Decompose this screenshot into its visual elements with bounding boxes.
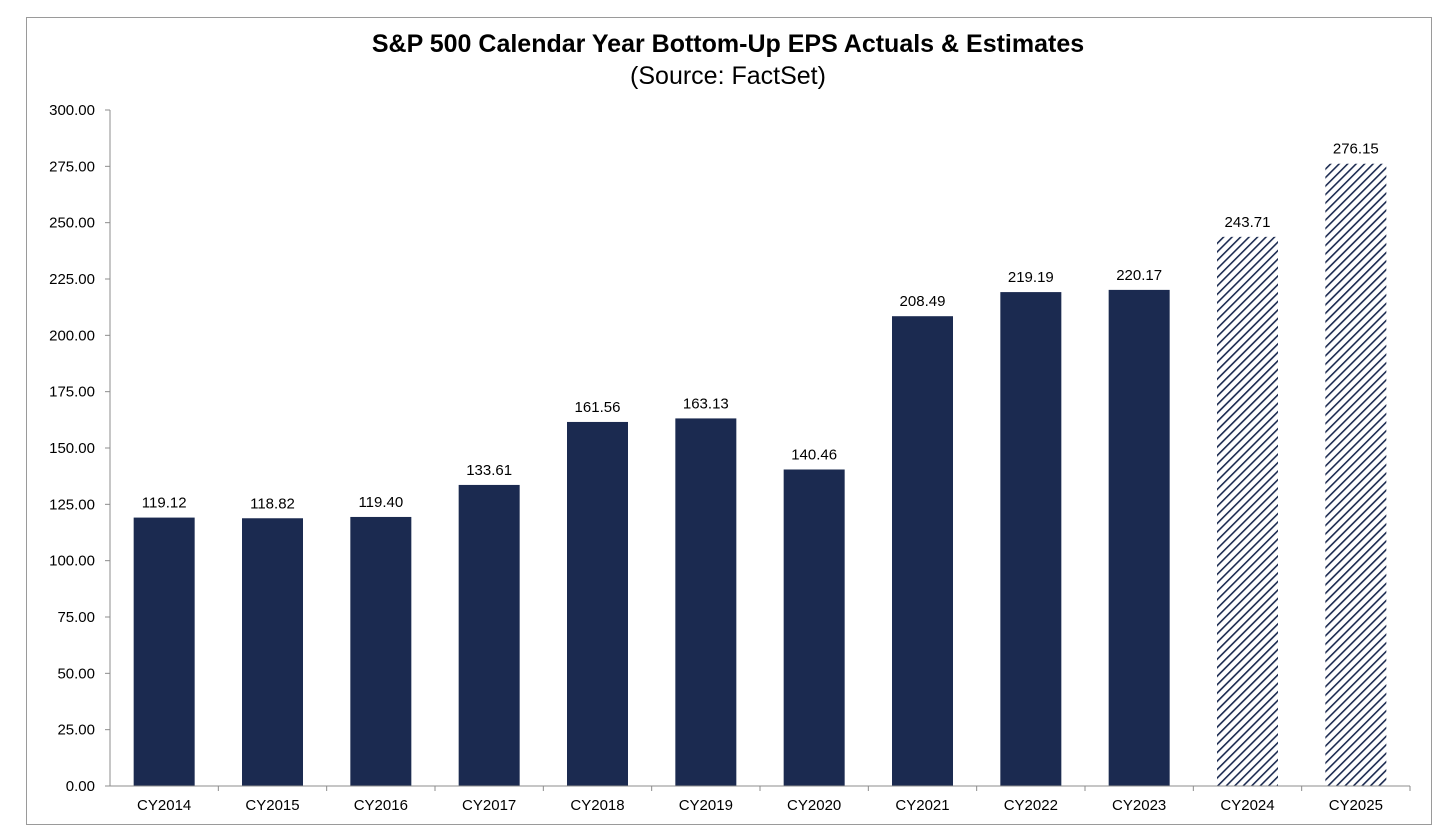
y-axis: 0.00 25.00 50.00 75.00 100.00 125.00 150.00 175… xyxy=(49,102,111,795)
x-tick-label: CY2020 xyxy=(787,797,841,814)
x-tick-label: CY2021 xyxy=(895,797,949,814)
y-tick-label: 100.00 xyxy=(49,553,95,570)
bar-actual xyxy=(1108,289,1170,786)
x-tick-label: CY2016 xyxy=(354,797,408,814)
bar-actual xyxy=(892,316,953,786)
x-tick-label: CY2024 xyxy=(1220,797,1274,814)
y-tick-label: 75.00 xyxy=(57,609,95,626)
bar-actual xyxy=(350,516,412,786)
y-tick-label: 125.00 xyxy=(49,496,95,513)
bar-value-label: 119.12 xyxy=(142,495,187,512)
x-tick-label: CY2017 xyxy=(462,797,516,814)
bar-actual xyxy=(133,517,195,786)
bar-actual xyxy=(783,469,845,786)
y-tick-label: 275.00 xyxy=(49,158,95,175)
y-tick-label: 200.00 xyxy=(49,327,95,344)
bars: 119.12 118.82 119.40 133.61 161.56 163.13 140.… xyxy=(133,141,1387,786)
bar-value-label: 161.56 xyxy=(575,399,621,416)
bar-value-label: 119.40 xyxy=(358,494,403,511)
y-tick-label: 300.00 xyxy=(49,102,95,119)
y-tick-label: 250.00 xyxy=(49,215,95,232)
bar-estimate xyxy=(1325,163,1387,786)
x-axis: CY2014 CY2015 CY2016 CY2017 CY2018 CY2019 CY20… xyxy=(110,785,1411,814)
x-tick-label: CY2019 xyxy=(679,797,733,814)
y-tick-label: 225.00 xyxy=(49,271,95,288)
x-tick-label: CY2025 xyxy=(1329,797,1383,814)
y-tick-label: 25.00 xyxy=(57,722,95,739)
x-tick-label: CY2014 xyxy=(137,797,191,814)
y-tick-label: 175.00 xyxy=(49,384,95,401)
bar-value-label: 276.15 xyxy=(1333,141,1379,158)
x-tick-label: CY2018 xyxy=(570,797,624,814)
bar-actual xyxy=(242,518,303,786)
bar-estimate xyxy=(1217,236,1278,786)
bar-actual xyxy=(567,421,628,786)
bar-value-label: 163.13 xyxy=(683,395,729,412)
bar-value-label: 140.46 xyxy=(791,446,837,463)
bar-value-label: 133.61 xyxy=(466,462,512,479)
chart-subtitle: (Source: FactSet) xyxy=(630,62,826,90)
x-tick-label: CY2022 xyxy=(1004,797,1058,814)
bar-value-label: 118.82 xyxy=(250,495,295,512)
chart-title: S&P 500 Calendar Year Bottom-Up EPS Actu… xyxy=(371,30,1085,58)
bar-value-label: 219.19 xyxy=(1008,269,1054,286)
x-tick-label: CY2023 xyxy=(1112,797,1166,814)
bar-actual xyxy=(675,418,737,786)
bar-value-label: 243.71 xyxy=(1225,214,1271,231)
y-tick-label: 0.00 xyxy=(66,778,95,795)
bar-actual xyxy=(1000,292,1062,786)
y-tick-label: 150.00 xyxy=(49,440,95,457)
y-tick-label: 50.00 xyxy=(57,665,95,682)
bar-value-label: 208.49 xyxy=(900,293,946,310)
bar-actual xyxy=(458,484,520,786)
bar-value-label: 220.17 xyxy=(1116,267,1162,284)
x-tick-label: CY2015 xyxy=(245,797,299,814)
